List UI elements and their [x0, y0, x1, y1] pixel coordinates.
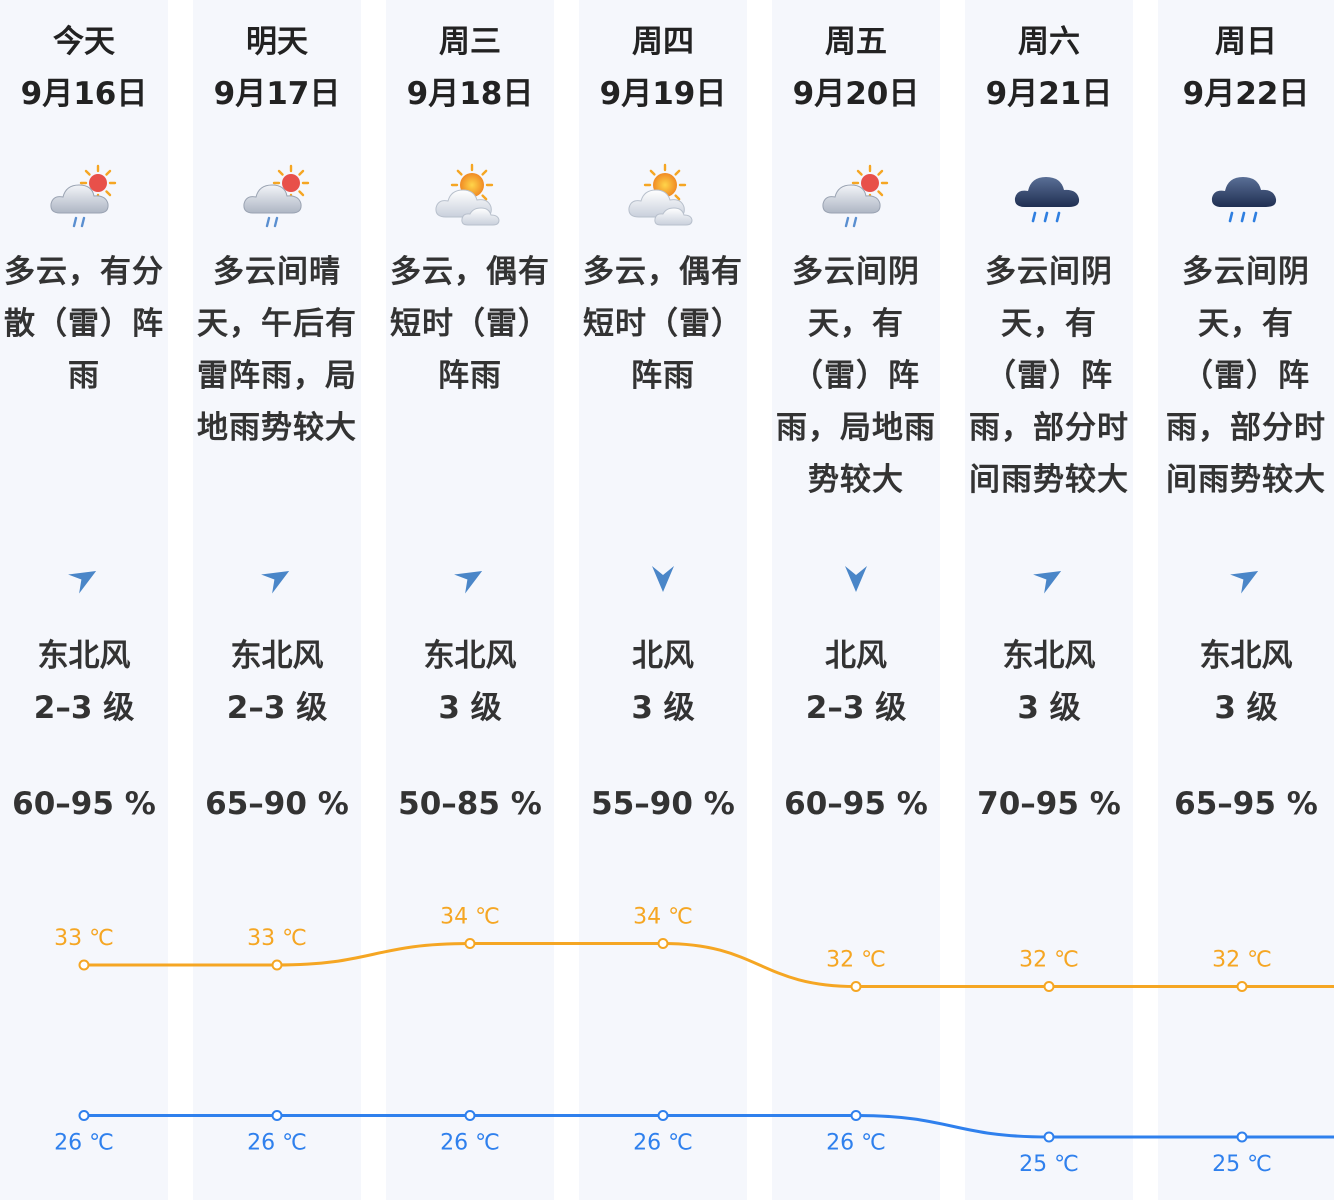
date-label: 9月16日 — [20, 76, 148, 112]
wind-direction: 东北风 — [230, 638, 324, 674]
day-label: 周日 — [1215, 24, 1277, 60]
humidity-range: 50–85 % — [398, 786, 542, 822]
day-label: 周四 — [632, 24, 694, 60]
temperature-chart: 33 ℃ 33 ℃ 34 ℃ 34 ℃ 32 ℃ 32 ℃ 32 ℃ 26 ℃ 26 ℃ 26 ℃… — [54, 905, 1334, 1177]
weather-description: 多云间阴天，有（雷）阵雨，部分时间雨势较大 — [969, 254, 1129, 498]
day-column: 周日 9月22日 多云间阴天，有（雷）阵雨，部分时间雨势较大 东北风 3 级 6… — [1158, 0, 1334, 1200]
weather-description: 多云，有分散（雷）阵雨 — [4, 254, 164, 394]
day-label: 明天 — [246, 24, 308, 60]
sun-behind-cloud-icon — [625, 163, 701, 235]
low-temperature-label: 26 ℃ — [633, 1131, 693, 1156]
day-column: 明天 9月17日 多云间晴天，午后有雷阵雨，局地雨势较大 东北风 2–3 级 6… — [193, 0, 361, 1200]
low-temperature-point — [271, 1110, 283, 1121]
day-column: 周五 9月20日 多云间阴天，有（雷）阵雨，局地雨势较大 北风 2–3 级 60… — [772, 0, 940, 1200]
high-temperature-point — [78, 959, 90, 971]
northeast-arrow-icon — [257, 558, 297, 598]
wind-level: 3 级 — [1214, 690, 1278, 726]
wind-level: 2–3 级 — [33, 690, 135, 726]
northeast-arrow-icon — [450, 558, 490, 598]
low-temperature-point — [78, 1110, 90, 1121]
cloudy-sun-rain-icon — [239, 163, 315, 235]
cloudy-sun-rain-icon — [46, 163, 122, 235]
day-column: 周六 9月21日 多云间阴天，有（雷）阵雨，部分时间雨势较大 东北风 3 级 7… — [965, 0, 1133, 1200]
wind-level: 3 级 — [1017, 690, 1081, 726]
low-temperature-point — [1236, 1131, 1248, 1143]
high-temperature-label: 34 ℃ — [440, 905, 500, 930]
low-temperature-label: 26 ℃ — [54, 1131, 114, 1156]
low-temperature-point — [850, 1110, 862, 1121]
wind-direction: 东北风 — [37, 638, 131, 674]
date-label: 9月22日 — [1182, 76, 1310, 112]
date-label: 9月21日 — [985, 76, 1113, 112]
high-temperature-label: 32 ℃ — [826, 948, 886, 973]
northeast-arrow-icon — [1029, 558, 1069, 598]
wind-level: 2–3 级 — [805, 690, 907, 726]
day-label: 周六 — [1018, 24, 1080, 60]
day-column: 周四 9月19日 多云，偶有短时（雷）阵雨 北风 3 级 55–90 % — [579, 0, 747, 1200]
north-arrow-icon — [643, 558, 683, 598]
low-temperature-point — [657, 1110, 669, 1121]
low-temperature-label: 26 ℃ — [826, 1131, 886, 1156]
high-temperature-label: 32 ℃ — [1212, 948, 1272, 973]
high-temperature-point — [850, 981, 862, 992]
wind-direction: 北风 — [632, 638, 694, 674]
day-label: 周五 — [825, 24, 887, 60]
high-temperature-point — [1043, 981, 1055, 992]
low-temperature-label: 25 ℃ — [1019, 1152, 1079, 1177]
high-temperature-point — [657, 938, 669, 949]
high-temperature-point — [464, 938, 476, 949]
date-label: 9月20日 — [792, 76, 920, 112]
sun-behind-cloud-icon — [432, 163, 508, 235]
humidity-range: 65–95 % — [1174, 786, 1318, 822]
day-label: 周三 — [439, 24, 501, 60]
wind-level: 3 级 — [438, 690, 502, 726]
weather-description: 多云，偶有短时（雷）阵雨 — [583, 254, 743, 394]
date-label: 9月17日 — [213, 76, 341, 112]
northeast-arrow-icon — [1226, 558, 1266, 598]
north-arrow-icon — [836, 558, 876, 598]
wind-direction: 北风 — [825, 638, 887, 674]
cloudy-sun-rain-icon — [818, 163, 894, 235]
humidity-range: 65–90 % — [205, 786, 349, 822]
high-temperature-point — [1236, 981, 1248, 992]
weather-description: 多云间阴天，有（雷）阵雨，部分时间雨势较大 — [1166, 254, 1326, 498]
wind-direction: 东北风 — [1002, 638, 1096, 674]
wind-level: 3 级 — [631, 690, 695, 726]
low-temperature-label: 25 ℃ — [1212, 1152, 1272, 1177]
high-temperature-point — [271, 959, 283, 971]
humidity-range: 70–95 % — [977, 786, 1121, 822]
low-temperature-label: 26 ℃ — [440, 1131, 500, 1156]
weather-description: 多云间阴天，有（雷）阵雨，局地雨势较大 — [776, 254, 936, 498]
humidity-range: 60–95 % — [12, 786, 156, 822]
high-temperature-label: 33 ℃ — [247, 926, 307, 951]
humidity-range: 60–95 % — [784, 786, 928, 822]
northeast-arrow-icon — [64, 558, 104, 598]
dark-cloud-rain-icon — [1208, 163, 1284, 235]
low-temperature-point — [464, 1110, 476, 1121]
low-temperature-label: 26 ℃ — [247, 1131, 307, 1156]
low-temperature-point — [1043, 1131, 1055, 1143]
day-column: 周三 9月18日 多云，偶有短时（雷）阵雨 东北风 3 级 50–85 % — [386, 0, 554, 1200]
humidity-range: 55–90 % — [591, 786, 735, 822]
day-label: 今天 — [53, 24, 115, 60]
date-label: 9月19日 — [599, 76, 727, 112]
day-column: 今天 9月16日 多云，有分散（雷）阵雨 东北风 2–3 级 60–95 % — [0, 0, 168, 1200]
dark-cloud-rain-icon — [1011, 163, 1087, 235]
wind-level: 2–3 级 — [226, 690, 328, 726]
high-temperature-label: 34 ℃ — [633, 905, 693, 930]
high-temperature-label: 32 ℃ — [1019, 948, 1079, 973]
date-label: 9月18日 — [406, 76, 534, 112]
wind-direction: 东北风 — [1199, 638, 1293, 674]
wind-direction: 东北风 — [423, 638, 517, 674]
weather-description: 多云间晴天，午后有雷阵雨，局地雨势较大 — [197, 254, 357, 446]
weather-description: 多云，偶有短时（雷）阵雨 — [390, 254, 550, 394]
high-temperature-label: 33 ℃ — [54, 926, 114, 951]
